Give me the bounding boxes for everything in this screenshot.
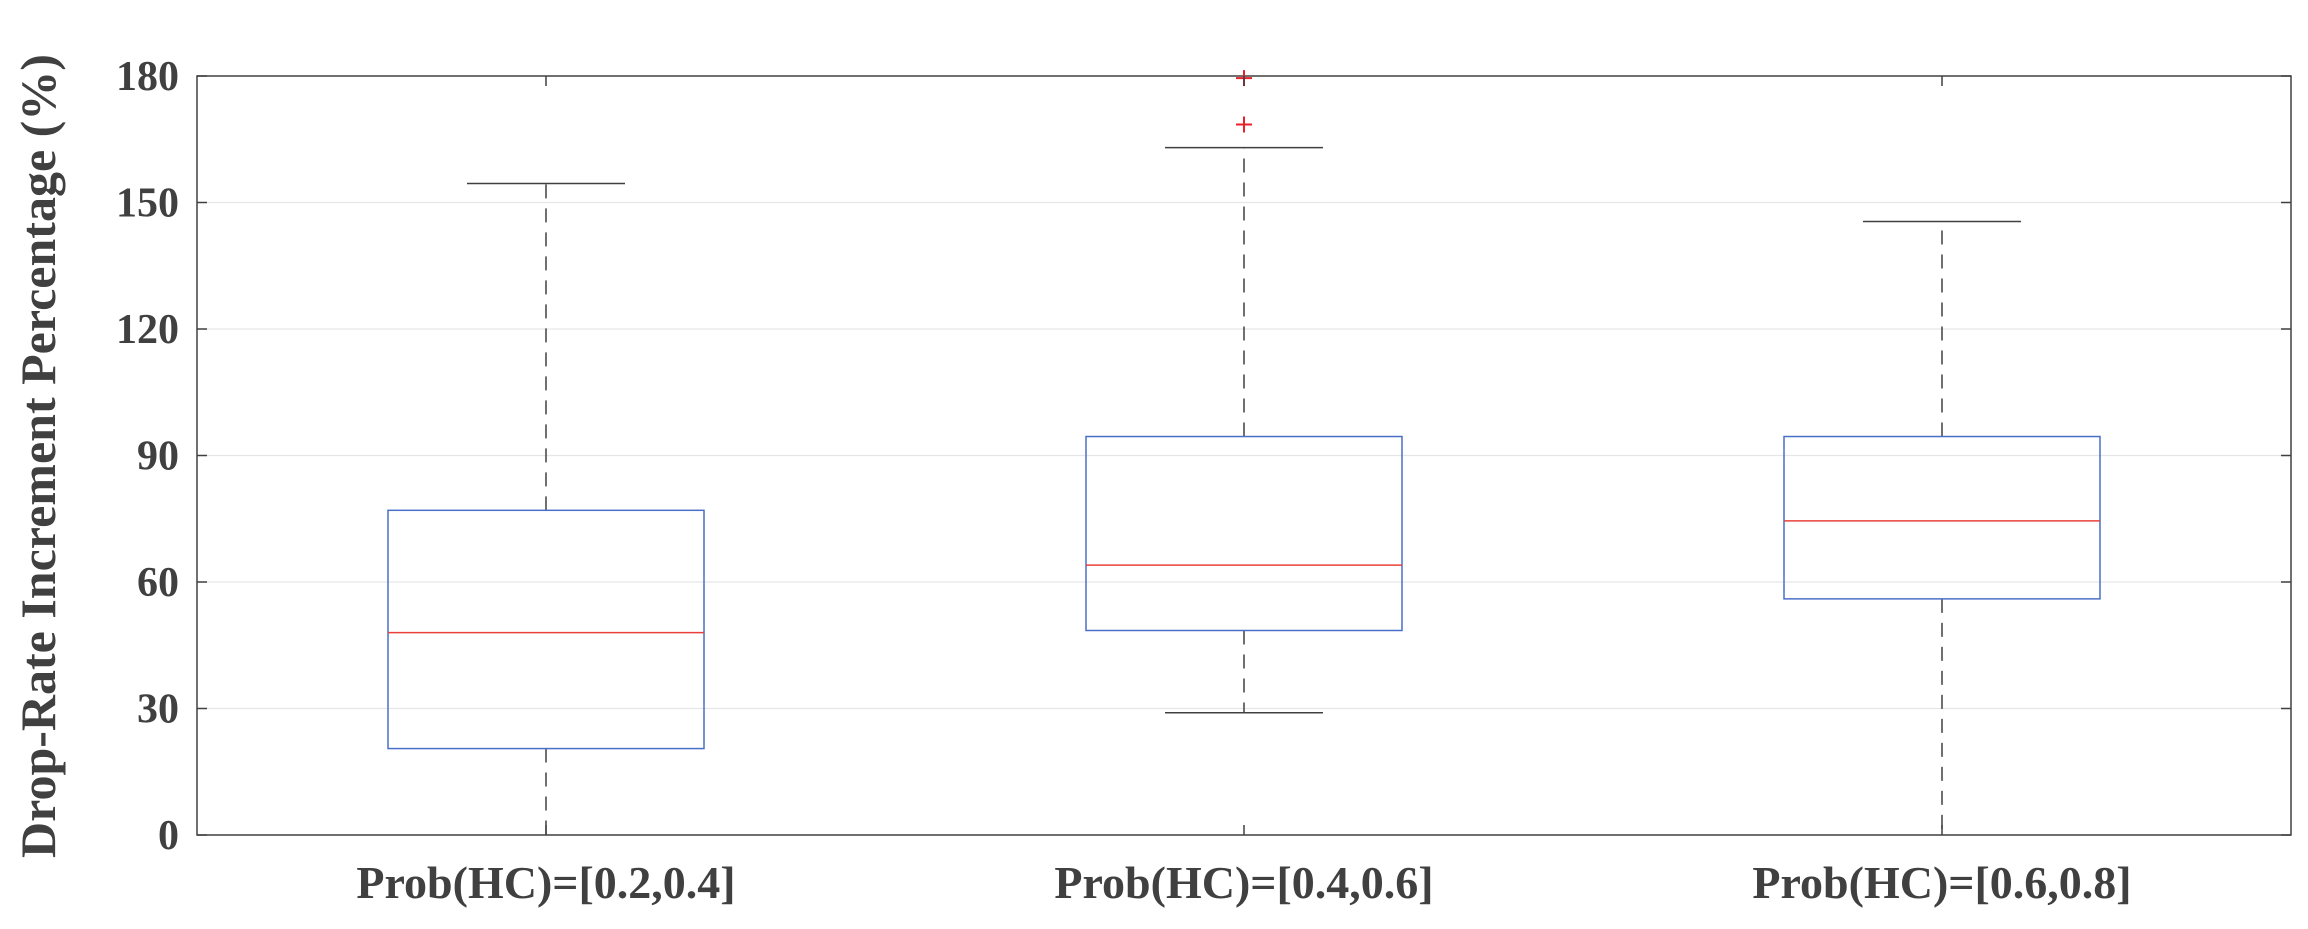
box-3: [1783, 220, 2101, 835]
x-tick-label: Prob(HC)=[0.4,0.6]: [1054, 857, 1433, 908]
x-tick-label: Prob(HC)=[0.6,0.8]: [1752, 857, 2131, 908]
y-tick-label: 120: [116, 307, 179, 353]
box-iqr: [387, 509, 705, 750]
box-1: [387, 182, 705, 835]
box-2: [1085, 70, 1403, 714]
y-tick-label: 30: [137, 687, 179, 733]
y-tick-label: 0: [158, 813, 179, 859]
y-tick-label: 150: [116, 181, 179, 227]
y-tick-label: 60: [137, 560, 179, 606]
x-tick-label: Prob(HC)=[0.2,0.4]: [356, 857, 735, 908]
outlier-point: [1236, 116, 1252, 133]
y-axis: 0 30 60 90 120 150 180: [116, 54, 2291, 859]
box-iqr: [1085, 435, 1403, 632]
box-series: [387, 70, 2101, 835]
y-tick-label: 90: [137, 434, 179, 480]
box-iqr: [1783, 435, 2101, 600]
x-axis: Prob(HC)=[0.2,0.4] Prob(HC)=[0.4,0.6] Prob…: [356, 76, 2132, 908]
y-tick-label: 180: [116, 54, 179, 100]
y-axis-label: Drop-Rate Increment Percentage (%): [10, 54, 66, 858]
